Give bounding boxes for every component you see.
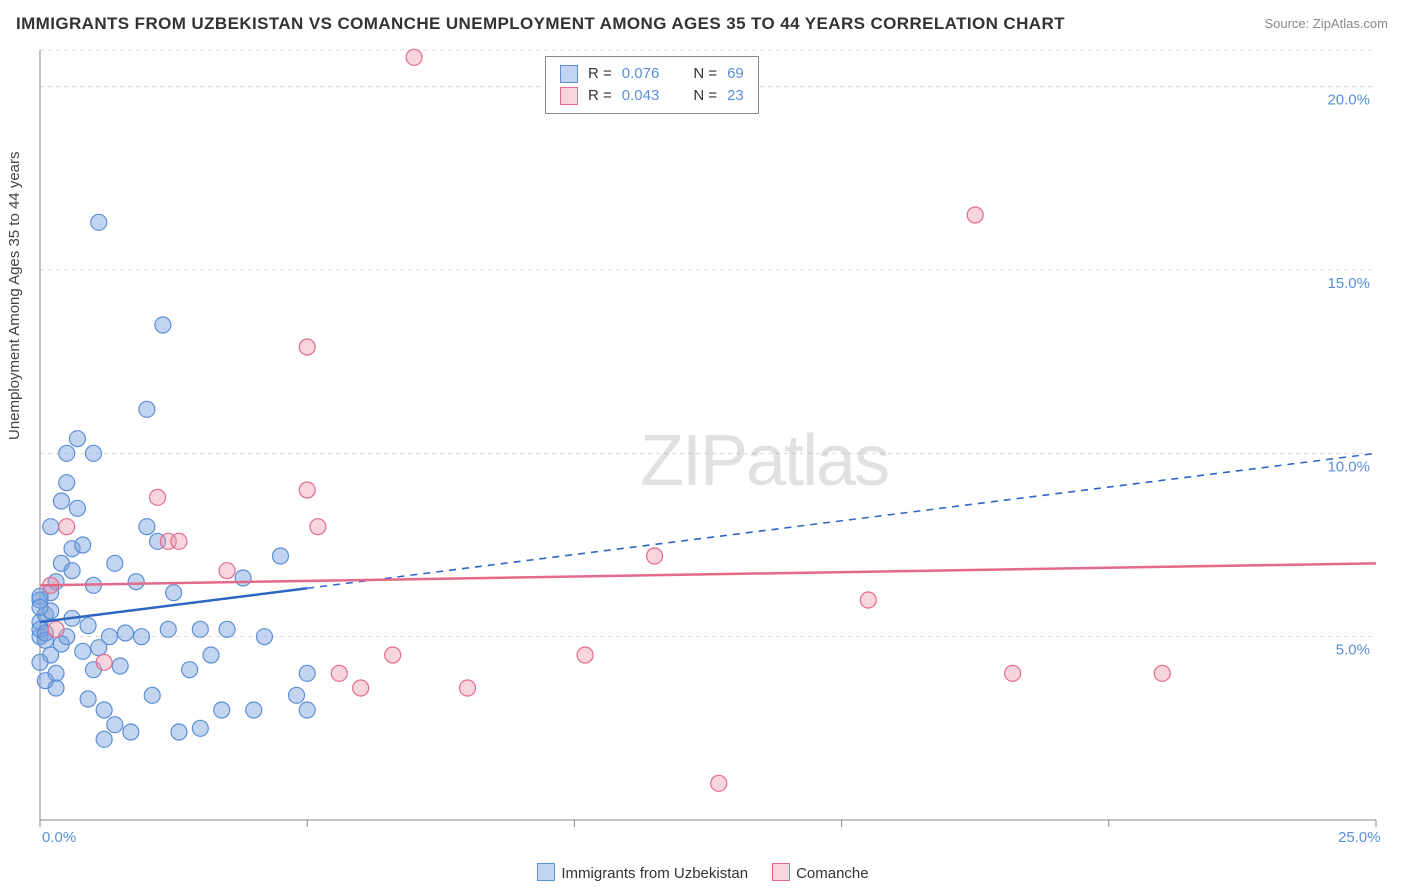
- r-label: R =: [588, 63, 612, 85]
- r-label: R =: [588, 85, 612, 107]
- svg-text:20.0%: 20.0%: [1327, 92, 1370, 109]
- source-prefix: Source:: [1264, 16, 1312, 31]
- r-value: 0.076: [622, 63, 660, 85]
- n-value: 23: [727, 85, 744, 107]
- series-legend: Immigrants from Uzbekistan Comanche: [0, 863, 1406, 882]
- swatch-icon: [560, 87, 578, 105]
- series-label: Comanche: [796, 865, 869, 882]
- source-label: Source: ZipAtlas.com: [1264, 16, 1388, 31]
- svg-text:0.0%: 0.0%: [42, 829, 76, 846]
- r-value: 0.043: [622, 85, 660, 107]
- svg-text:5.0%: 5.0%: [1336, 642, 1370, 659]
- watermark-bold: ZIP: [640, 421, 746, 501]
- n-label: N =: [693, 63, 717, 85]
- svg-text:25.0%: 25.0%: [1338, 829, 1381, 846]
- chart-title: IMMIGRANTS FROM UZBEKISTAN VS COMANCHE U…: [16, 14, 1065, 34]
- swatch-icon: [772, 863, 790, 881]
- source-link[interactable]: ZipAtlas.com: [1313, 16, 1388, 31]
- watermark-thin: atlas: [746, 421, 888, 501]
- y-axis-label: Unemployment Among Ages 35 to 44 years: [6, 151, 23, 440]
- n-label: N =: [693, 85, 717, 107]
- svg-text:10.0%: 10.0%: [1327, 458, 1370, 475]
- swatch-icon: [537, 863, 555, 881]
- series-label: Immigrants from Uzbekistan: [561, 865, 748, 882]
- stats-legend: R = 0.076 N = 69 R = 0.043 N = 23: [545, 56, 759, 114]
- svg-text:15.0%: 15.0%: [1327, 275, 1370, 292]
- n-value: 69: [727, 63, 744, 85]
- swatch-icon: [560, 65, 578, 83]
- stats-row: R = 0.076 N = 69: [560, 63, 744, 85]
- watermark: ZIPatlas: [640, 420, 888, 502]
- stats-row: R = 0.043 N = 23: [560, 85, 744, 107]
